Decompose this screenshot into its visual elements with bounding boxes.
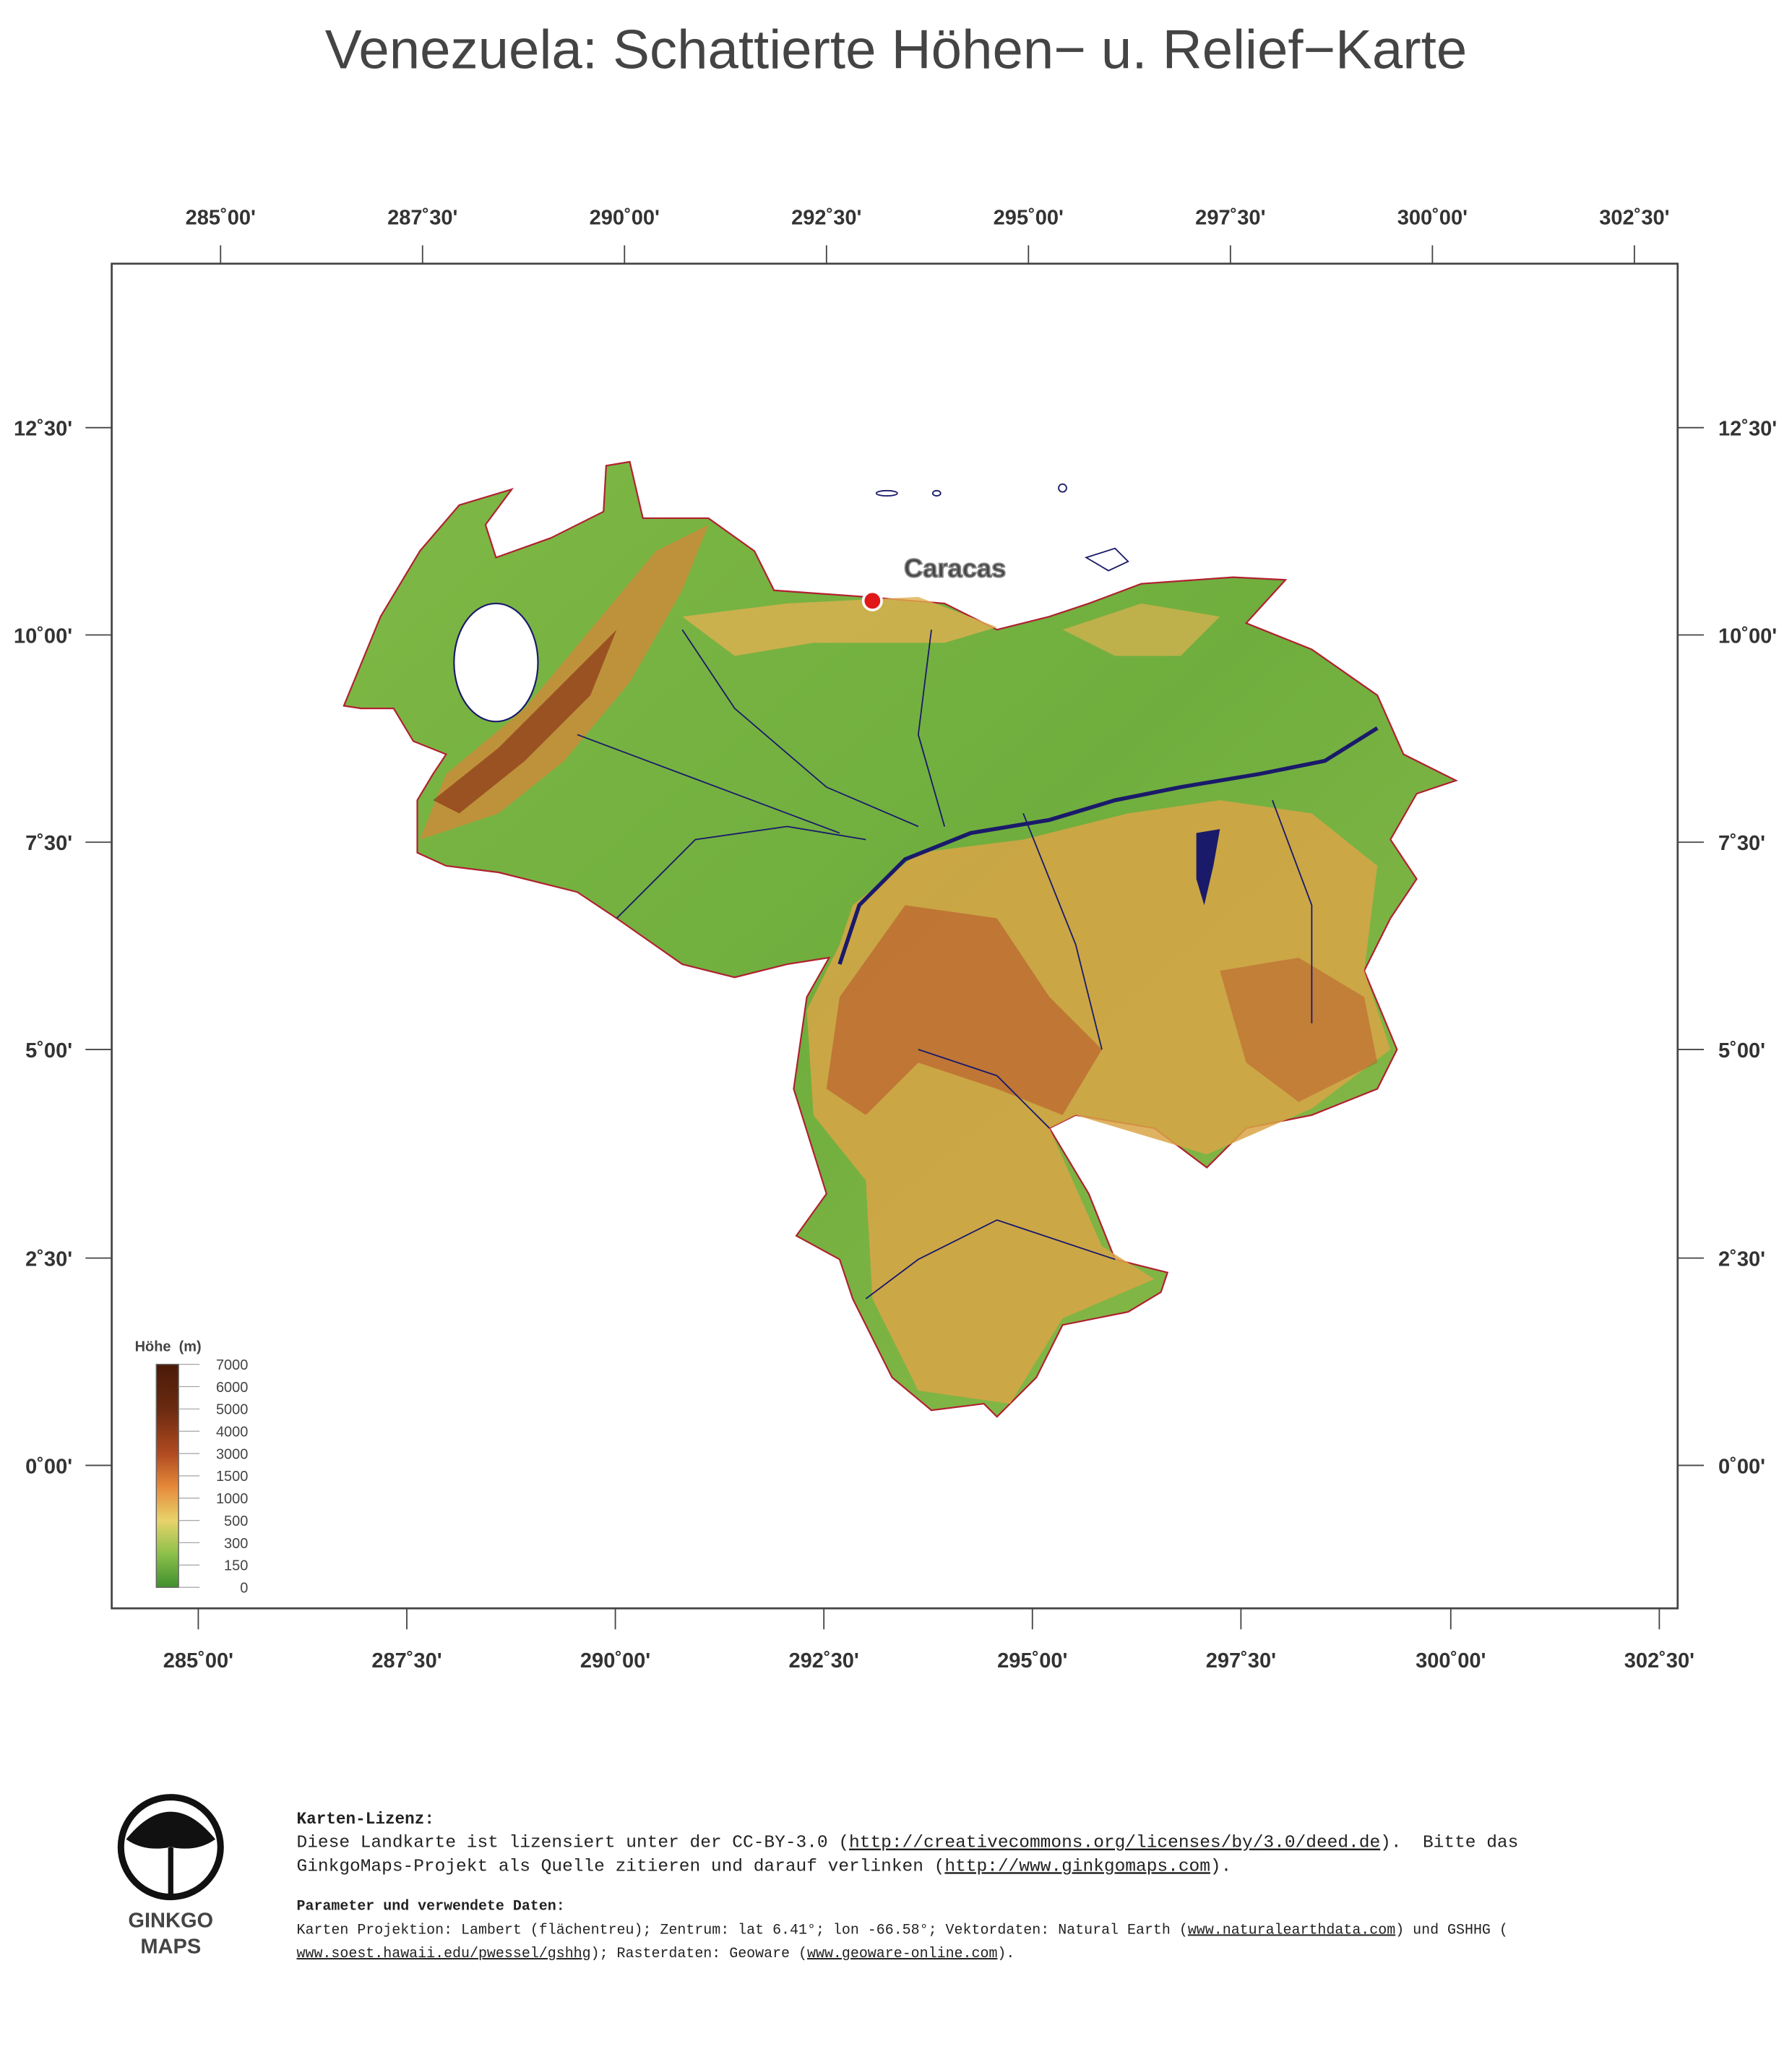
coastal-range [682,596,997,656]
legend-colorbar [155,1363,179,1588]
legend-tick-label: 1000 [216,1491,248,1507]
parameters-heading: Parameter und verwendete Daten: [297,1898,565,1915]
legend-tick-label: 150 [224,1558,248,1574]
reservoir [1196,829,1220,906]
latitude-label: 7˚30' [25,832,72,855]
longitude-label: 300˚00' [1397,206,1468,229]
link[interactable]: www.geoware-online.com [807,1945,997,1962]
high-relief [1220,957,1378,1102]
title: Venezuela: Schattierte Höhen− u. Relief−… [325,19,1467,80]
latitude-label: 5˚00' [25,1039,72,1062]
license-line: Diese Landkarte ist lizensiert unter der… [297,1834,1519,1853]
map-frame [111,262,1679,1610]
graticule: 285˚00' 285˚00' 287˚30' 287˚30' 290˚00' 290˚0… [14,206,1777,1672]
link[interactable]: www.soest.hawaii.edu/pwessel/gshhg [297,1945,591,1962]
islands [875,483,1129,572]
license-heading: Karten-Lizenz: [297,1810,434,1829]
parameters-line: www.soest.hawaii.edu/pwessel/gshhg); Ras… [297,1945,1015,1962]
legend-tick-label: 500 [224,1513,248,1529]
latitude-label: 2˚30' [25,1248,72,1271]
legend-tick-label: 7000 [216,1357,248,1373]
longitude-label: 295˚00' [994,206,1064,229]
longitude-label: 287˚30' [371,1649,441,1672]
longitude-label: 292˚30' [791,206,861,229]
latitude-label: 0˚00' [25,1455,72,1478]
legend-tick-label: 300 [224,1536,248,1552]
license: Karten-Lizenz: Diese Landkarte ist lizen… [297,1810,1519,1962]
latitude-label: 12˚30' [14,418,72,441]
capital-marker [861,590,883,611]
longitude-label: 297˚30' [1206,1649,1276,1672]
latitude-label: 10˚00' [1718,624,1777,648]
legend: Höhe (m) 7000600050004000300015001000500… [135,1339,249,1597]
longitude-label: 297˚30' [1195,206,1265,229]
longitude-label: 290˚00' [580,1649,650,1672]
rivers [577,629,1313,1300]
latitude-label: 7˚30' [1718,832,1765,855]
longitude-label: 290˚00' [590,206,660,229]
latitude-label: 12˚30' [1718,418,1777,441]
link[interactable]: www.naturalearthdata.com [1188,1921,1395,1938]
longitude-label: 287˚30' [387,206,457,229]
city-label: Caracas [904,554,1006,583]
lake-maracaibo [453,602,539,723]
license-line: GinkgoMaps-Projekt als Quelle zitieren u… [297,1857,1232,1876]
high-relief [826,905,1102,1115]
orinoco [837,726,1379,965]
longitude-label: 302˚30' [1624,1649,1694,1672]
legend-tick-label: 6000 [216,1380,248,1396]
legend-title: Höhe (m) [135,1339,202,1355]
latitude-label: 0˚00' [1718,1455,1765,1478]
legend-tick-label: 0 [240,1580,248,1596]
country [343,460,1458,1418]
logo-text: MAPS [140,1936,201,1959]
logo-text: GINKGO [128,1909,213,1932]
eastern-range [1062,603,1220,656]
longitude-label: 295˚00' [997,1649,1067,1672]
longitude-label: 292˚30' [789,1649,859,1672]
longitude-label: 300˚00' [1416,1649,1486,1672]
legend-tick-label: 4000 [216,1424,248,1440]
legend-tick-label: 3000 [216,1446,248,1462]
latitude-label: 2˚30' [1718,1248,1765,1271]
legend-tick-label: 5000 [216,1402,248,1418]
longitude-label: 285˚00' [186,206,256,229]
link[interactable]: http://creativecommons.org/licenses/by/3… [849,1834,1380,1853]
latitude-label: 10˚00' [14,624,72,648]
longitude-label: 302˚30' [1599,206,1669,229]
logo: GINKGO MAPS [117,1794,224,1959]
longitude-label: 285˚00' [163,1649,233,1672]
parameters-line: Karten Projektion: Lambert (flächentreu)… [297,1921,1508,1938]
latitude-label: 5˚00' [1718,1039,1765,1062]
legend-tick-label: 1500 [216,1469,248,1485]
link[interactable]: http://www.ginkgomaps.com [944,1857,1210,1876]
